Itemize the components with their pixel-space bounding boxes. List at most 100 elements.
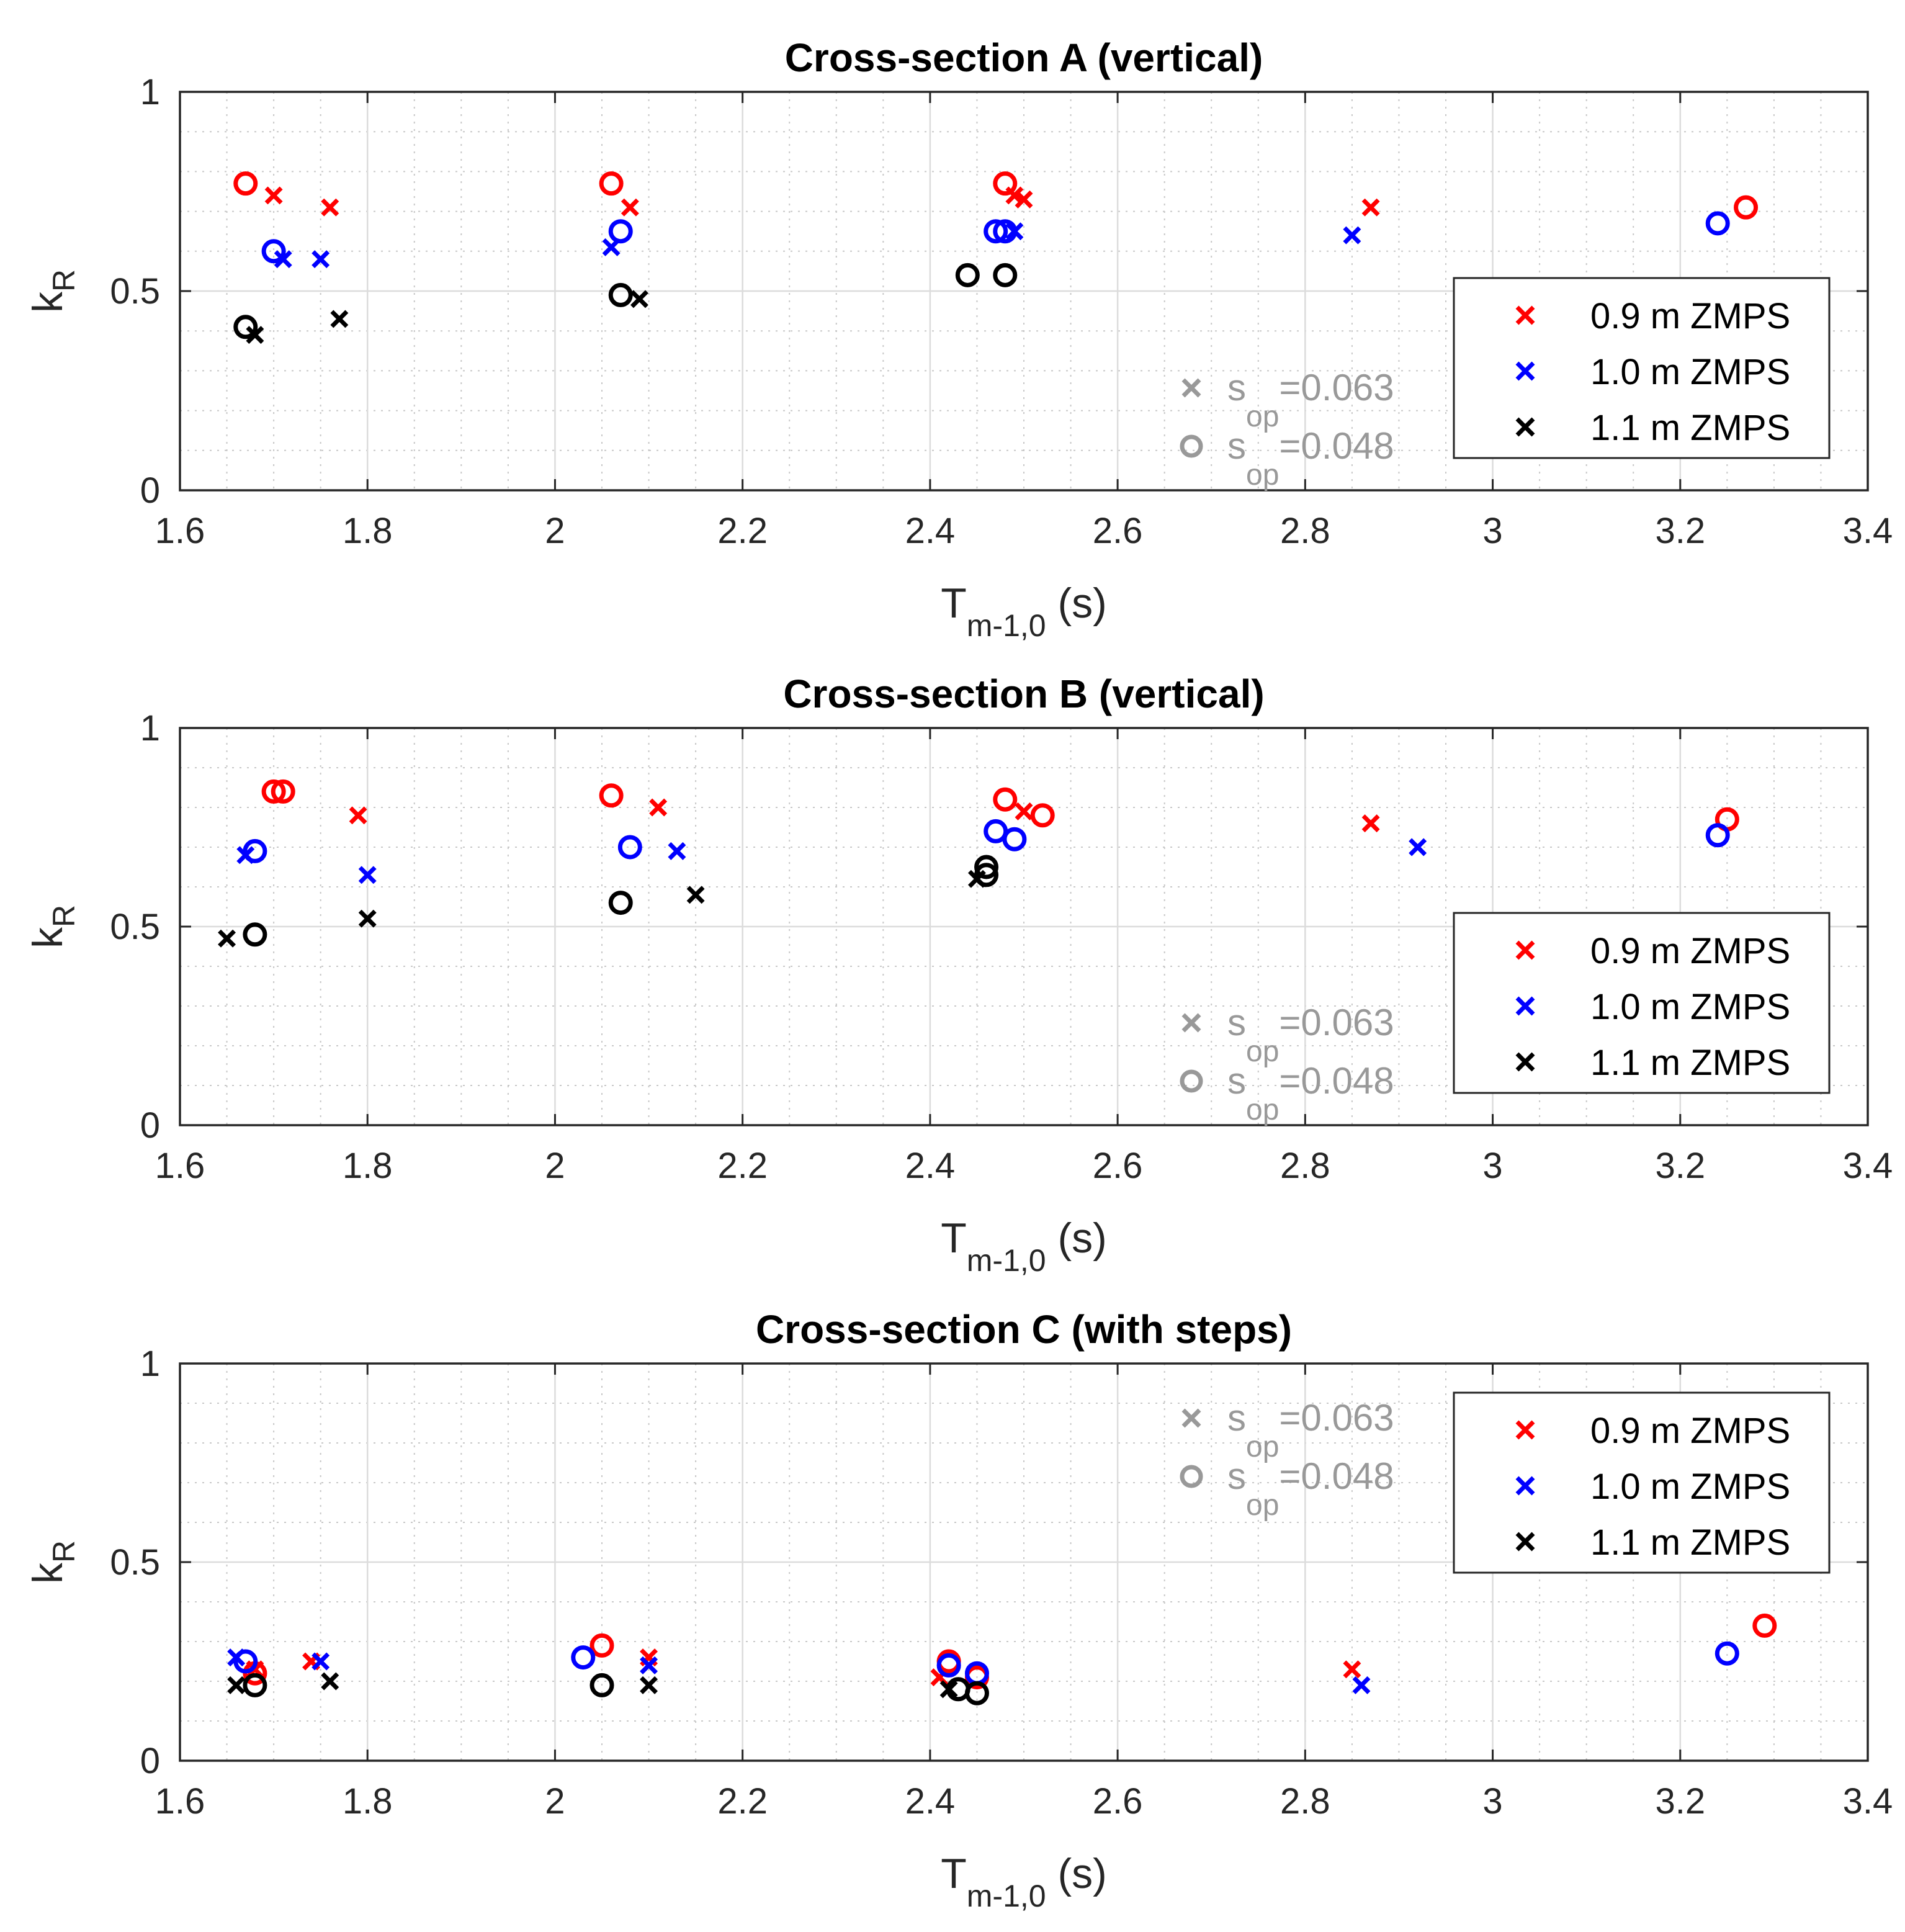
y-axis-label: kR (24, 269, 81, 313)
x-tick-label: 2.2 (717, 1781, 768, 1822)
data-point-x-marker (321, 198, 339, 217)
chart-title: Cross-section B (vertical) (783, 672, 1264, 716)
x-tick-label: 3.4 (1843, 511, 1893, 551)
data-point-x-marker (649, 798, 668, 817)
x-tick-label: 3.2 (1655, 1781, 1705, 1822)
legend-marker (1515, 996, 1535, 1016)
legend-label: 0.9 m ZMPS (1590, 931, 1790, 971)
annotation-o-icon (1180, 1465, 1203, 1488)
x-tick-label: 3.2 (1655, 511, 1705, 551)
legend-marker (1515, 940, 1535, 960)
x-axis-label: Tm-1,0 (s) (941, 1850, 1107, 1913)
data-point-x-marker (1361, 814, 1380, 833)
data-point-x-marker (1343, 226, 1361, 245)
data-point-x-marker (686, 886, 705, 904)
data-point-o-marker (964, 1681, 989, 1705)
series-1-0-m-zmps (236, 819, 1730, 884)
legend-label: 0.9 m ZMPS (1590, 1411, 1790, 1451)
annotation-x-icon (1181, 1408, 1201, 1428)
legend-marker (1515, 417, 1535, 437)
legend-label: 1.0 m ZMPS (1590, 987, 1790, 1027)
legend-label: 1.1 m ZMPS (1590, 1522, 1790, 1563)
data-point-o-marker (974, 855, 999, 879)
y-tick-label: 0.5 (110, 1542, 160, 1583)
data-point-o-marker (589, 1633, 614, 1658)
legend: 0.9 m ZMPS 1.0 m ZMPS 1.1 m ZMPS (1453, 1391, 1831, 1574)
data-point-o-marker (993, 171, 1018, 196)
data-point-o-marker (608, 891, 633, 915)
x-tick-label: 2.6 (1093, 1146, 1143, 1186)
data-point-o-marker (599, 171, 624, 196)
y-tick-label: 0.5 (110, 907, 160, 947)
legend-marker (1515, 361, 1535, 381)
data-point-x-marker (1015, 802, 1033, 820)
data-point-x-marker (274, 250, 292, 269)
x-tick-label: 2.6 (1093, 1781, 1143, 1822)
y-axis-label: kR (24, 905, 81, 948)
legend-label: 1.0 m ZMPS (1590, 1467, 1790, 1507)
x-tick-label: 2.6 (1093, 511, 1143, 551)
annotation-x-icon (1181, 1013, 1201, 1033)
x-tick-label: 1.6 (155, 1781, 205, 1822)
x-axis-label: Tm-1,0 (s) (941, 580, 1107, 643)
data-point-o-marker (243, 922, 267, 947)
data-point-x-marker (640, 1676, 658, 1694)
series-0-9-m-zmps (261, 779, 1739, 833)
data-point-o-marker (955, 263, 980, 287)
data-point-o-marker (233, 1649, 258, 1674)
legend-label: 1.0 m ZMPS (1590, 352, 1790, 392)
data-point-x-marker (1409, 838, 1427, 856)
x-tick-label: 3.4 (1843, 1781, 1893, 1822)
chart-title: Cross-section C (with steps) (756, 1307, 1292, 1352)
series-1-0-m-zmps (261, 211, 1730, 269)
y-tick-label: 0.5 (110, 271, 160, 312)
x-tick-label: 1.8 (343, 511, 393, 551)
annotation-o-text: sop=0.048 (1227, 1455, 1394, 1522)
data-point-o-marker (1705, 211, 1730, 236)
x-tick-label: 1.6 (155, 511, 205, 551)
data-point-x-marker (321, 1672, 339, 1691)
legend-marker (1515, 305, 1535, 325)
data-point-x-marker (358, 866, 377, 884)
data-point-o-marker (974, 863, 999, 887)
series-1-1-m-zmps (233, 263, 1018, 344)
legend-marker (1515, 1532, 1535, 1552)
chart-panel-1: 1.6 1.8 2 2.2 2.4 2.6 2.8 3 3.2 3.4 0 0.5 1 Cross-sec… (24, 35, 1893, 643)
x-tick-label: 3.4 (1843, 1146, 1893, 1186)
y-axis-label: kR (24, 1540, 81, 1584)
data-point-x-marker (349, 806, 367, 825)
series-1-1-m-zmps (227, 1672, 989, 1705)
data-point-o-marker (271, 779, 295, 804)
data-point-o-marker (993, 219, 1018, 244)
legend: 0.9 m ZMPS 1.0 m ZMPS 1.1 m ZMPS (1453, 912, 1831, 1094)
data-point-x-marker (358, 909, 377, 928)
data-point-x-marker (1343, 1660, 1361, 1679)
legend-marker (1515, 1476, 1535, 1496)
data-point-o-marker (993, 787, 1018, 812)
x-tick-label: 1.6 (155, 1146, 205, 1186)
data-point-o-marker (243, 1673, 267, 1697)
data-point-o-marker (936, 1653, 961, 1678)
y-tick-label: 1 (140, 72, 160, 112)
x-tick-label: 3.2 (1655, 1146, 1705, 1186)
y-tick-label: 0 (140, 470, 160, 511)
data-point-o-marker (1752, 1613, 1777, 1638)
x-tick-label: 2 (545, 511, 565, 551)
x-tick-label: 2.4 (905, 1781, 956, 1822)
data-point-x-marker (668, 842, 686, 860)
data-point-o-marker (571, 1645, 596, 1670)
data-point-o-marker (993, 263, 1018, 287)
data-point-o-marker (1705, 823, 1730, 848)
legend-label: 0.9 m ZMPS (1590, 296, 1790, 336)
legend: 0.9 m ZMPS 1.0 m ZMPS 1.1 m ZMPS (1453, 277, 1831, 459)
legend-label: 1.1 m ZMPS (1590, 1043, 1790, 1083)
data-point-x-marker (264, 186, 283, 205)
x-tick-label: 1.8 (343, 1146, 393, 1186)
series-1-1-m-zmps (218, 855, 999, 948)
data-point-x-marker (630, 290, 648, 308)
data-point-o-marker (233, 315, 258, 339)
